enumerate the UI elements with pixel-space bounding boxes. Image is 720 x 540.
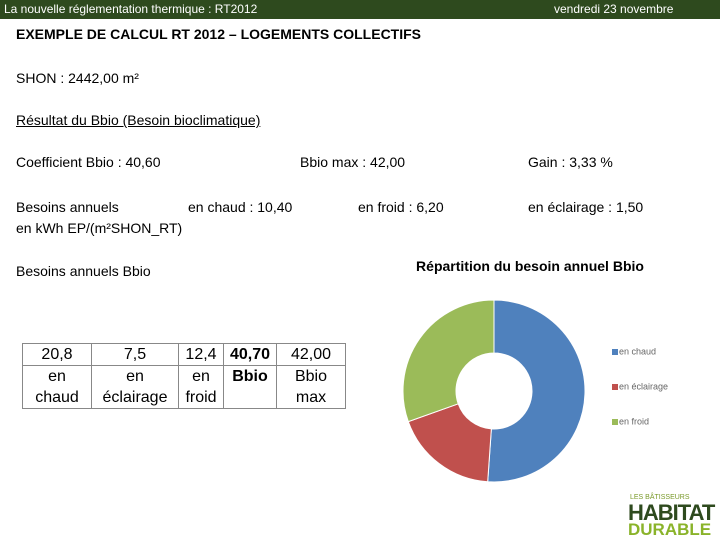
pie-slice xyxy=(402,299,495,423)
heading: EXEMPLE DE CALCUL RT 2012 – LOGEMENTS CO… xyxy=(16,26,422,42)
needs-eclairage: en éclairage : 1,50 xyxy=(528,199,644,215)
header-bar: La nouvelle réglementation thermique : R… xyxy=(0,0,720,19)
cell: Bbio max xyxy=(276,365,346,409)
table-title: Besoins annuels Bbio xyxy=(16,263,151,279)
table-row: 20,8 7,5 12,4 40,70 42,00 xyxy=(22,343,346,366)
cell: 20,8 xyxy=(22,343,92,366)
cell: 12,4 xyxy=(178,343,224,366)
needs-froid: en froid : 6,20 xyxy=(358,199,444,215)
needs-table: 20,8 7,5 12,4 40,70 42,00 en chaud en éc… xyxy=(22,343,346,409)
cell: en froid xyxy=(178,365,224,409)
pie-slice xyxy=(487,299,586,483)
legend-swatch xyxy=(612,384,618,390)
legend-label: en éclairage xyxy=(619,381,668,391)
bbio-max: Bbio max : 42,00 xyxy=(300,154,406,170)
logo-small: LES BÂTISSEURS xyxy=(630,494,690,501)
cell: 42,00 xyxy=(276,343,346,366)
chart: en chaud en éclairage en froid xyxy=(402,299,668,483)
header-date: vendredi 23 novembre xyxy=(554,2,674,16)
cell: en éclairage xyxy=(91,365,179,409)
gain: Gain : 3,33 % xyxy=(528,154,613,170)
cell: en chaud xyxy=(22,365,92,409)
needs-unit: en kWh EP/(m²SHON_RT) xyxy=(16,220,183,236)
logo-line2: DURABLE xyxy=(628,520,712,539)
needs-chaud: en chaud : 10,40 xyxy=(188,199,293,215)
section-title: Résultat du Bbio (Besoin bioclimatique) xyxy=(16,112,261,128)
legend-label: en froid xyxy=(619,416,649,426)
legend-label: en chaud xyxy=(619,346,656,356)
shon: SHON : 2442,00 m² xyxy=(16,70,139,86)
cell: Bbio xyxy=(223,365,277,409)
legend-swatch xyxy=(612,419,618,425)
cell: 40,70 xyxy=(223,343,277,366)
table-row: en chaud en éclairage en froid Bbio Bbio… xyxy=(22,365,346,409)
pie-slice xyxy=(407,403,492,483)
needs-label: Besoins annuels xyxy=(16,199,119,215)
cell: 7,5 xyxy=(91,343,179,366)
chart-title: Répartition du besoin annuel Bbio xyxy=(416,258,644,274)
header-title: La nouvelle réglementation thermique : R… xyxy=(4,2,258,16)
coefficient: Coefficient Bbio : 40,60 xyxy=(16,154,161,170)
logo-line1: HABITAT xyxy=(628,500,715,525)
legend-swatch xyxy=(612,349,618,355)
